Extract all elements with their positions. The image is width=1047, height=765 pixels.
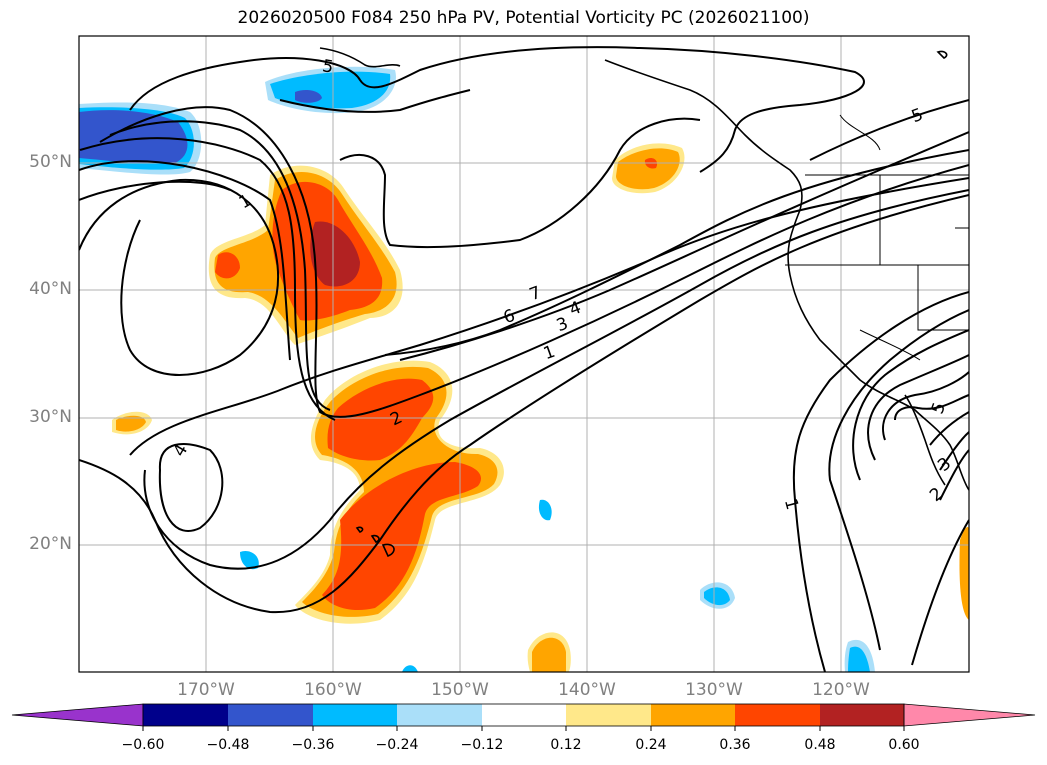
coastlines [319, 47, 969, 558]
colorbar-swatch [651, 704, 735, 726]
lon-label: 130°W [685, 680, 743, 700]
hawaii-islands [355, 526, 395, 558]
colorbar-swatch [482, 704, 566, 726]
colorbar-min-extension [11, 703, 144, 727]
colorbar-swatch [735, 704, 820, 726]
colorbar-swatch [397, 704, 482, 726]
colorbar-tick-label: 0.12 [550, 737, 582, 753]
lon-label: 120°W [812, 680, 870, 700]
lat-label: 30°N [29, 407, 72, 427]
colorbar-tick-label: 0.48 [804, 737, 836, 753]
political-borders [785, 114, 969, 361]
map-title: 2026020500 F084 250 hPa PV, Potential Vo… [237, 8, 810, 28]
colorbar-tick-label: −0.24 [375, 737, 419, 753]
contour-5-north [129, 46, 865, 173]
colorbar-swatch [228, 704, 313, 726]
colorbar-tick-label: −0.36 [291, 737, 335, 753]
colorbar-tick-label: −0.48 [206, 737, 250, 753]
colorbar-tick-label: −0.12 [460, 737, 504, 753]
colorbar-max-extension [903, 703, 1036, 727]
graticule [79, 36, 969, 672]
colorbar-tick-label: 0.24 [635, 737, 667, 753]
lon-label: 170°W [177, 680, 235, 700]
colorbar-swatch [820, 704, 904, 726]
lat-label: 40°N [29, 279, 72, 299]
lat-label: 50°N [29, 152, 72, 172]
lon-label: 160°W [304, 680, 362, 700]
pv-contours [79, 46, 969, 672]
lon-label: 150°W [431, 680, 489, 700]
coastline-north-america [604, 59, 969, 491]
contour-4-loop [158, 443, 224, 532]
contour-label: 1 [780, 496, 802, 512]
contour-east-trough [792, 291, 969, 672]
colorbar-tick-label: −0.60 [121, 737, 165, 753]
lat-label: 20°N [29, 534, 72, 554]
positive-pv-shading [112, 143, 969, 672]
colorbar-swatch [143, 704, 228, 726]
colorbar-swatch [566, 704, 651, 726]
negative-pv-shading [79, 66, 875, 672]
colorbar [11, 703, 1036, 731]
colorbar-tick-label: 0.60 [888, 737, 920, 753]
map-frame [78, 35, 970, 673]
contour-label: 5 [321, 56, 335, 78]
map-area: 5 1 7 6 3 4 1 2 4 5 1 5 3 2 [79, 36, 969, 672]
colorbar-swatch [313, 704, 397, 726]
lon-label: 140°W [558, 680, 616, 700]
colorbar-tick-label: 0.36 [719, 737, 751, 753]
